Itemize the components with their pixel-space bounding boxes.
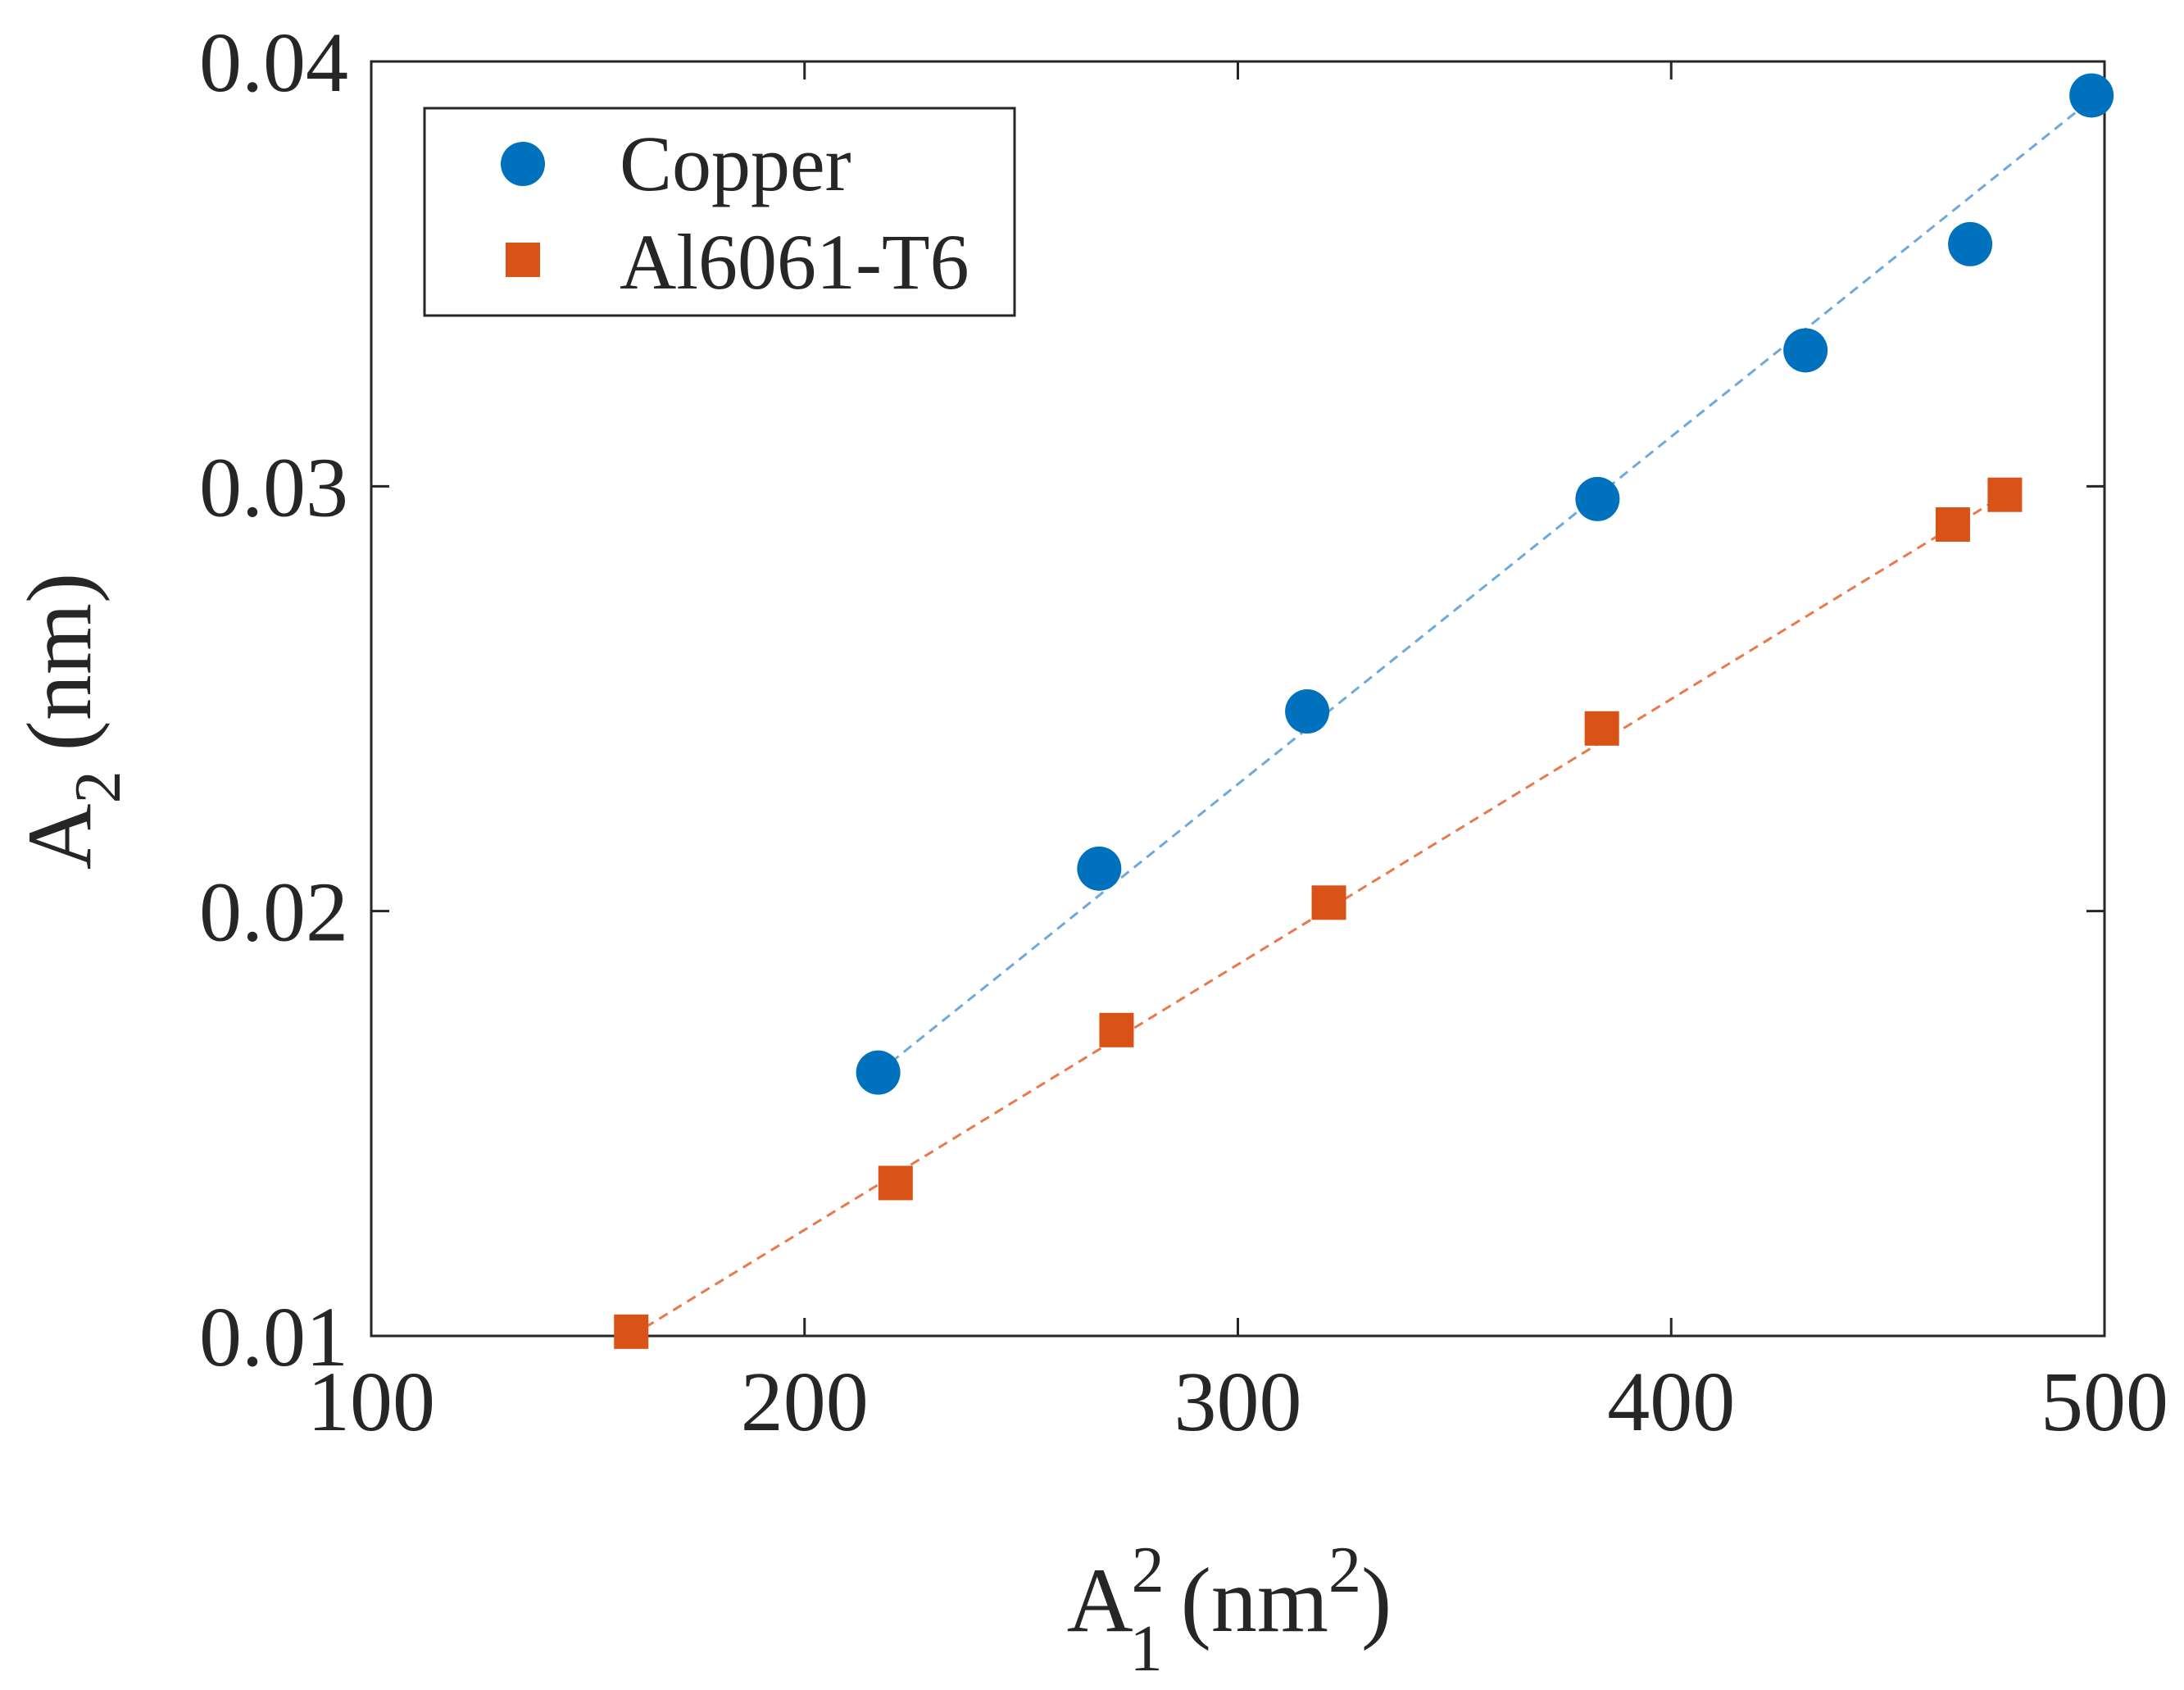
x-axis-title: A2 1 (nm2): [1067, 1534, 1392, 1685]
x-axis-title-unit-close: ): [1361, 1550, 1392, 1651]
point-copper: [1948, 221, 1993, 266]
x-axis-title-base: A: [1067, 1550, 1133, 1651]
point-al6061-t6: [1311, 885, 1346, 920]
x-axis-title-unit-sup: 2: [1328, 1534, 1361, 1606]
point-copper: [1285, 689, 1330, 734]
legend-label-copper: Copper: [620, 120, 851, 207]
point-copper: [1783, 328, 1828, 373]
point-copper: [1575, 476, 1620, 521]
legend-box: [423, 107, 1016, 317]
point-al6061-t6: [1987, 477, 2023, 512]
legend-marker-al6061-t6: [506, 243, 540, 277]
legend-label-al6061-t6: Al6061-T6: [620, 218, 969, 306]
axis-ticks: [370, 60, 2106, 1338]
x-tick-label: 100: [307, 1355, 435, 1449]
point-al6061-t6: [878, 1165, 913, 1201]
point-al6061-t6: [1099, 1012, 1134, 1047]
y-tick-label: 0.02: [199, 865, 348, 960]
y-axis-title-unit: (nm): [9, 573, 111, 752]
point-al6061-t6: [614, 1314, 649, 1349]
point-copper: [856, 1050, 901, 1095]
x-tick-label: 400: [1607, 1355, 1735, 1449]
y-axis-title-sub: 2: [62, 770, 134, 803]
legend-marker-copper: [501, 142, 545, 186]
x-tick-label: 500: [2041, 1355, 2168, 1449]
x-tick-label: 200: [741, 1355, 869, 1449]
legend: Copper Al6061-T6: [423, 107, 1016, 317]
point-al6061-t6: [1584, 711, 1619, 746]
point-copper: [2069, 73, 2114, 118]
y-tick-label: 0.01: [199, 1290, 348, 1384]
tick-labels: 100 200 300 400 500 0.01 0.02 0.03 0.04: [199, 16, 2168, 1449]
y-axis-title: A2 (nm): [9, 573, 134, 870]
x-axis-title-sub: 1: [1130, 1613, 1163, 1685]
y-axis-title-base: A: [9, 803, 111, 870]
y-tick-label: 0.03: [199, 440, 348, 534]
point-al6061-t6: [1935, 507, 1970, 542]
point-copper: [1077, 846, 1122, 891]
y-tick-label: 0.04: [199, 16, 348, 110]
x-axis-title-sup: 2: [1132, 1534, 1165, 1606]
fit-line-copper: [877, 98, 2093, 1074]
x-axis-title-unit-open: (nm: [1181, 1550, 1328, 1651]
x-tick-label: 300: [1174, 1355, 1302, 1449]
data-points: [614, 73, 2114, 1349]
